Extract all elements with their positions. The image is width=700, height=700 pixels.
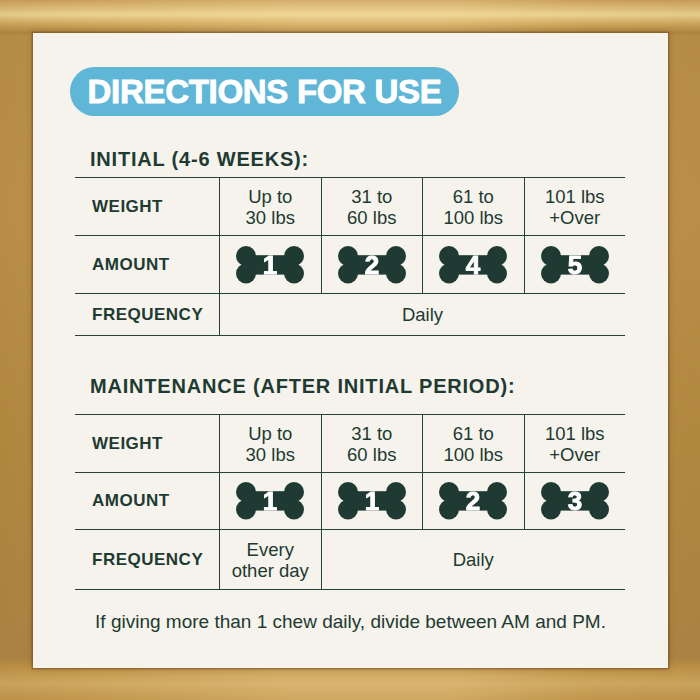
bone-count: 1 [263, 486, 277, 516]
frequency-cell: Every other day [219, 529, 321, 589]
weight-cell: 61 to 100 lbs [422, 178, 524, 235]
maintenance-dose-table: WEIGHT Up to 30 lbs 31 to 60 lbs 61 to 1… [75, 414, 625, 590]
bone-count: 2 [365, 249, 379, 279]
bone-icon: 1 [236, 246, 304, 284]
weight-cell: 101 lbs +Over [524, 415, 626, 472]
bone-count: 1 [263, 249, 277, 279]
directions-banner: DIRECTIONS FOR USE [70, 67, 459, 116]
amount-cell: 4 [422, 235, 524, 293]
bone-icon: 1 [236, 482, 304, 520]
amount-cell: 3 [524, 472, 626, 529]
weight-cell: Up to 30 lbs [219, 178, 321, 235]
weight-cell: 101 lbs +Over [524, 178, 626, 235]
bone-count: 4 [466, 249, 481, 279]
bone-icon: 4 [439, 246, 507, 284]
weight-row-label: WEIGHT [75, 415, 219, 472]
amount-cell: 1 [219, 472, 321, 529]
footer-note: If giving more than 1 chew daily, divide… [33, 611, 668, 633]
weight-cell: 31 to 60 lbs [321, 415, 423, 472]
amount-row-label: AMOUNT [75, 235, 219, 293]
amount-cell: 5 [524, 235, 626, 293]
amount-cell: 2 [321, 235, 423, 293]
frequency-row-label: FREQUENCY [75, 293, 219, 335]
weight-cell: 31 to 60 lbs [321, 178, 423, 235]
bone-count: 2 [466, 486, 480, 516]
initial-dose-table: WEIGHT Up to 30 lbs 31 to 60 lbs 61 to 1… [75, 177, 625, 336]
bone-icon: 1 [338, 482, 406, 520]
amount-cell: 1 [321, 472, 423, 529]
bone-icon: 5 [541, 246, 609, 284]
bone-count: 1 [365, 486, 379, 516]
bone-icon: 2 [439, 482, 507, 520]
initial-section-title: INITIAL (4-6 WEEKS): [90, 148, 309, 171]
banner-title: DIRECTIONS FOR USE [88, 73, 442, 111]
bone-count: 3 [568, 486, 582, 516]
amount-cell: 1 [219, 235, 321, 293]
directions-panel: DIRECTIONS FOR USE INITIAL (4-6 WEEKS): … [33, 33, 668, 668]
weight-row-label: WEIGHT [75, 178, 219, 235]
bone-icon: 3 [541, 482, 609, 520]
amount-cell: 2 [422, 472, 524, 529]
frequency-row-label: FREQUENCY [75, 529, 219, 589]
bone-count: 5 [568, 249, 582, 279]
weight-cell: 61 to 100 lbs [422, 415, 524, 472]
maintenance-section-title: MAINTENANCE (AFTER INITIAL PERIOD): [90, 375, 515, 398]
bone-icon: 2 [338, 246, 406, 284]
frequency-cell: Daily [321, 529, 626, 589]
amount-row-label: AMOUNT [75, 472, 219, 529]
weight-cell: Up to 30 lbs [219, 415, 321, 472]
frequency-cell: Daily [219, 293, 625, 335]
